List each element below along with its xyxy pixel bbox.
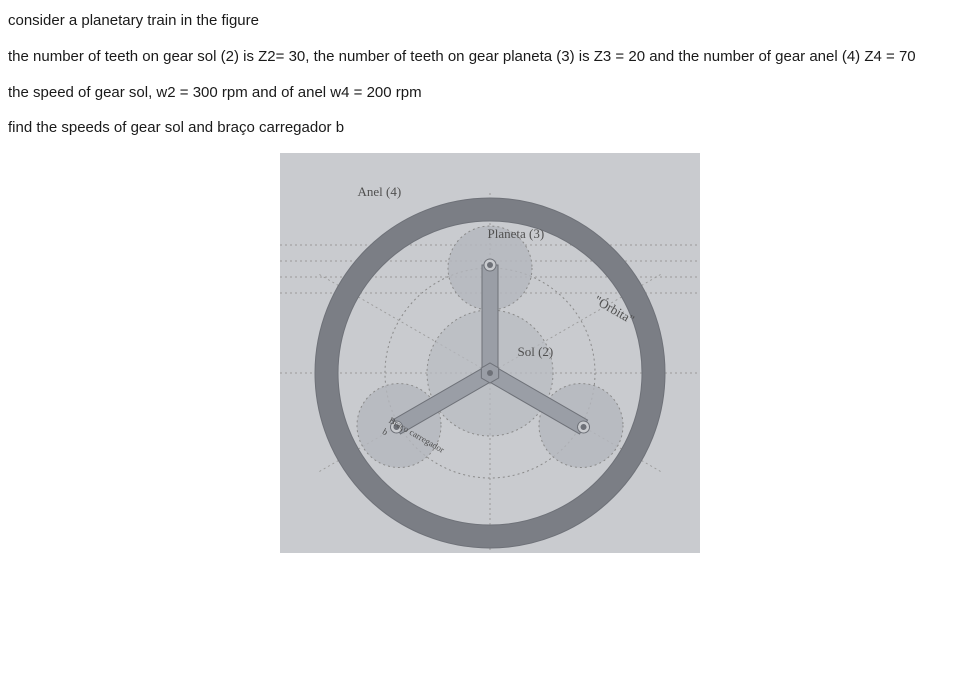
problem-line-4: find the speeds of gear sol and braço ca… bbox=[8, 117, 971, 139]
label-planeta: Planeta (3) bbox=[488, 225, 545, 244]
label-anel: Anel (4) bbox=[358, 183, 402, 202]
problem-line-2: the number of teeth on gear sol (2) is Z… bbox=[8, 46, 971, 68]
problem-statement: consider a planetary train in the figure… bbox=[8, 10, 971, 139]
planetary-gear-figure: Anel (4) Planeta (3) Sol (2) "Órbita" Br… bbox=[280, 153, 700, 553]
label-sol: Sol (2) bbox=[518, 343, 554, 362]
problem-line-3: the speed of gear sol, w2 = 300 rpm and … bbox=[8, 82, 971, 104]
problem-line-1: consider a planetary train in the figure bbox=[8, 10, 971, 32]
figure-container: Anel (4) Planeta (3) Sol (2) "Órbita" Br… bbox=[8, 153, 971, 553]
gear-diagram-svg bbox=[280, 153, 700, 553]
